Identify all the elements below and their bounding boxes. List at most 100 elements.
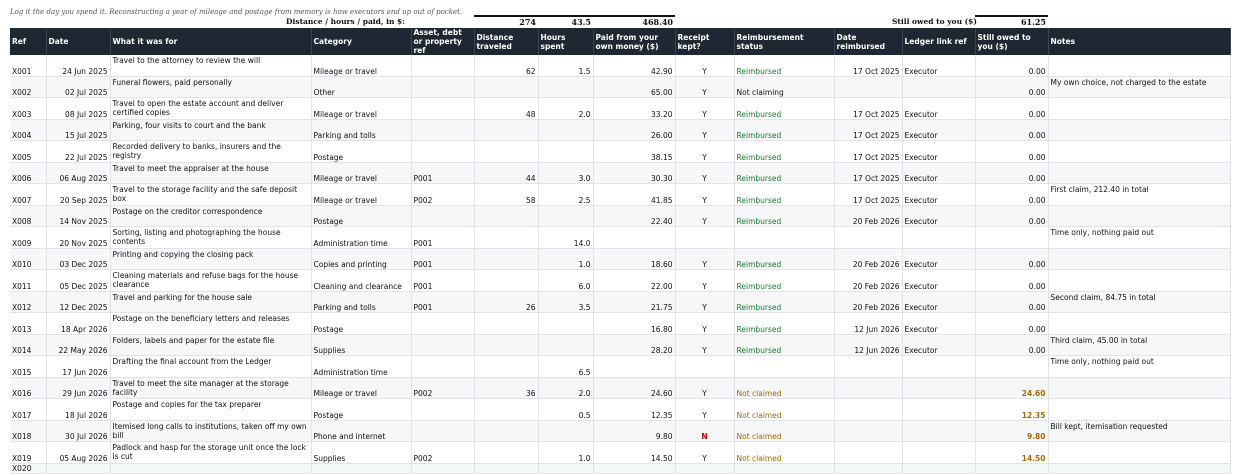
- cell-status[interactable]: Reimbursed: [734, 205, 835, 227]
- cell-owed[interactable]: 0.00: [975, 269, 1049, 292]
- cell-ledger[interactable]: [902, 463, 976, 474]
- cell-owed[interactable]: [975, 463, 1049, 474]
- cell-owed[interactable]: 0.00: [975, 162, 1049, 184]
- cell-paid[interactable]: [593, 226, 676, 249]
- cell-paid[interactable]: 41.85: [593, 183, 676, 206]
- cell-date[interactable]: 30 Jul 2026: [46, 420, 111, 442]
- column-header[interactable]: Hours spent: [538, 28, 594, 55]
- cell-notes[interactable]: [1048, 140, 1231, 163]
- cell-hours[interactable]: 1.5: [538, 55, 594, 77]
- cell-ledger[interactable]: [902, 355, 976, 378]
- cell-what[interactable]: Funeral flowers, paid personally: [110, 76, 312, 98]
- column-header[interactable]: Distance traveled: [474, 28, 539, 55]
- cell-date[interactable]: 15 Jul 2025: [46, 119, 111, 141]
- cell-status[interactable]: [734, 463, 835, 474]
- cell-distance[interactable]: 62: [474, 55, 539, 77]
- cell-category[interactable]: Postage: [311, 398, 412, 421]
- cell-hours[interactable]: 6.0: [538, 269, 594, 292]
- cell-ref[interactable]: X004: [10, 119, 47, 141]
- cell-notes[interactable]: [1048, 119, 1231, 141]
- cell-asset[interactable]: [411, 420, 475, 442]
- cell-notes[interactable]: Time only, nothing paid out: [1048, 355, 1231, 378]
- cell-ref[interactable]: X011: [10, 269, 47, 292]
- cell-status[interactable]: [734, 226, 835, 249]
- cell-receipt[interactable]: Y: [675, 97, 735, 120]
- cell-ledger[interactable]: [902, 76, 976, 98]
- cell-hours[interactable]: 1.0: [538, 441, 594, 464]
- cell-asset[interactable]: [411, 355, 475, 378]
- cell-status[interactable]: Reimbursed: [734, 162, 835, 184]
- cell-paid[interactable]: 38.15: [593, 140, 676, 163]
- cell-ledger[interactable]: Executor: [902, 291, 976, 313]
- cell-date[interactable]: [46, 463, 111, 474]
- cell-category[interactable]: Mileage or travel: [311, 55, 412, 77]
- cell-what[interactable]: Parking, four visits to court and the ba…: [110, 119, 312, 141]
- cell-receipt[interactable]: Y: [675, 334, 735, 356]
- cell-what[interactable]: [110, 463, 312, 474]
- cell-notes[interactable]: [1048, 377, 1231, 399]
- cell-status[interactable]: Reimbursed: [734, 291, 835, 313]
- cell-owed[interactable]: 24.60: [975, 377, 1049, 399]
- cell-paid[interactable]: 18.60: [593, 248, 676, 270]
- cell-what[interactable]: Travel to open the estate account and de…: [110, 97, 312, 120]
- cell-category[interactable]: Postage: [311, 205, 412, 227]
- cell-receipt[interactable]: Y: [675, 441, 735, 464]
- cell-paid[interactable]: [593, 463, 676, 474]
- cell-receipt[interactable]: Y: [675, 377, 735, 399]
- cell-paid[interactable]: 14.50: [593, 441, 676, 464]
- cell-owed[interactable]: 0.00: [975, 97, 1049, 120]
- cell-hours[interactable]: 3.0: [538, 162, 594, 184]
- cell-owed[interactable]: 0.00: [975, 291, 1049, 313]
- cell-asset[interactable]: [411, 119, 475, 141]
- column-header[interactable]: Notes: [1048, 28, 1231, 55]
- cell-ledger[interactable]: Executor: [902, 205, 976, 227]
- cell-date[interactable]: 22 Jul 2025: [46, 140, 111, 163]
- cell-owed[interactable]: 0.00: [975, 140, 1049, 163]
- cell-category[interactable]: Mileage or travel: [311, 162, 412, 184]
- cell-asset[interactable]: P001: [411, 269, 475, 292]
- cell-category[interactable]: Copies and printing: [311, 248, 412, 270]
- cell-receipt[interactable]: [675, 226, 735, 249]
- table-row[interactable]: X015 17 Jun 2026 Drafting the final accoun…: [10, 355, 1231, 378]
- cell-owed[interactable]: [975, 355, 1049, 378]
- cell-ref[interactable]: X002: [10, 76, 47, 98]
- cell-category[interactable]: Mileage or travel: [311, 377, 412, 399]
- cell-notes[interactable]: [1048, 248, 1231, 270]
- cell-notes[interactable]: [1048, 441, 1231, 464]
- cell-status[interactable]: Reimbursed: [734, 183, 835, 206]
- cell-ledger[interactable]: Executor: [902, 183, 976, 206]
- cell-ref[interactable]: X014: [10, 334, 47, 356]
- table-row[interactable]: X019 05 Aug 2026 Padlock and hasp for the …: [10, 441, 1231, 464]
- cell-ledger[interactable]: Executor: [902, 55, 976, 77]
- cell-distance[interactable]: [474, 226, 539, 249]
- cell-receipt[interactable]: Y: [675, 248, 735, 270]
- cell-receipt[interactable]: N: [675, 420, 735, 442]
- cell-distance[interactable]: [474, 119, 539, 141]
- cell-owed[interactable]: 0.00: [975, 119, 1049, 141]
- cell-date[interactable]: 14 Nov 2025: [46, 205, 111, 227]
- cell-distance[interactable]: 36: [474, 377, 539, 399]
- total-owed[interactable]: 61.25: [975, 15, 1048, 27]
- cell-distance[interactable]: [474, 334, 539, 356]
- cell-category[interactable]: Parking and tolls: [311, 291, 412, 313]
- cell-what[interactable]: Printing and copying the closing pack: [110, 248, 312, 270]
- cell-hours[interactable]: 2.0: [538, 377, 594, 399]
- cell-owed[interactable]: 0.00: [975, 205, 1049, 227]
- cell-hours[interactable]: 0.5: [538, 398, 594, 421]
- cell-date[interactable]: 24 Jun 2025: [46, 55, 111, 77]
- cell-distance[interactable]: 26: [474, 291, 539, 313]
- table-row[interactable]: X016 29 Jun 2026 Travel to meet the site m…: [10, 377, 1231, 399]
- cell-category[interactable]: Supplies: [311, 334, 412, 356]
- cell-category[interactable]: Administration time: [311, 355, 412, 378]
- cell-asset[interactable]: [411, 97, 475, 120]
- cell-date[interactable]: 12 Dec 2025: [46, 291, 111, 313]
- cell-what[interactable]: Itemised long calls to institutions, tak…: [110, 420, 312, 442]
- cell-distance[interactable]: 44: [474, 162, 539, 184]
- cell-ledger[interactable]: Executor: [902, 119, 976, 141]
- cell-status[interactable]: Reimbursed: [734, 334, 835, 356]
- cell-date-reimbursed[interactable]: 20 Feb 2026: [834, 248, 903, 270]
- cell-category[interactable]: Cleaning and clearance: [311, 269, 412, 292]
- cell-date[interactable]: 20 Nov 2025: [46, 226, 111, 249]
- cell-date[interactable]: 06 Aug 2025: [46, 162, 111, 184]
- cell-owed[interactable]: 0.00: [975, 76, 1049, 98]
